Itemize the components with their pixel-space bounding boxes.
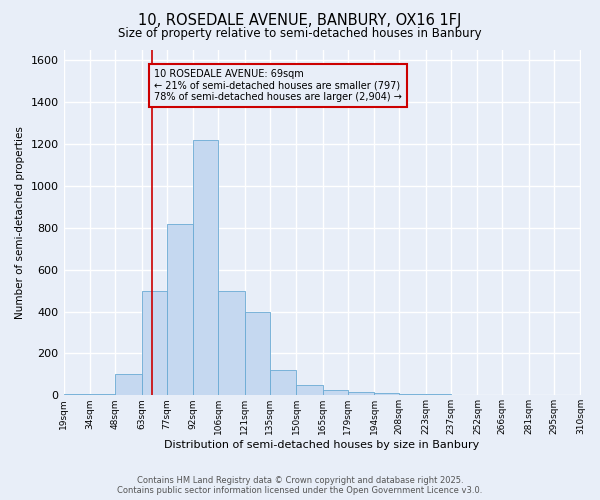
Bar <box>323 390 348 396</box>
X-axis label: Distribution of semi-detached houses by size in Banbury: Distribution of semi-detached houses by … <box>164 440 479 450</box>
Y-axis label: Number of semi-detached properties: Number of semi-detached properties <box>15 126 25 319</box>
Bar <box>115 374 142 396</box>
Bar <box>399 394 426 396</box>
Bar <box>142 290 167 396</box>
Bar <box>64 394 90 396</box>
Text: 10, ROSEDALE AVENUE, BANBURY, OX16 1FJ: 10, ROSEDALE AVENUE, BANBURY, OX16 1FJ <box>139 12 461 28</box>
Bar <box>167 224 193 396</box>
Bar <box>296 385 323 396</box>
Text: 10 ROSEDALE AVENUE: 69sqm
← 21% of semi-detached houses are smaller (797)
78% of: 10 ROSEDALE AVENUE: 69sqm ← 21% of semi-… <box>154 69 402 102</box>
Bar <box>245 312 269 396</box>
Bar <box>269 370 296 396</box>
Bar <box>348 392 374 396</box>
Bar <box>90 394 115 396</box>
Bar <box>193 140 218 396</box>
Text: Contains HM Land Registry data © Crown copyright and database right 2025.
Contai: Contains HM Land Registry data © Crown c… <box>118 476 482 495</box>
Bar <box>218 290 245 396</box>
Bar <box>374 393 399 396</box>
Text: Size of property relative to semi-detached houses in Banbury: Size of property relative to semi-detach… <box>118 28 482 40</box>
Bar <box>426 394 451 396</box>
